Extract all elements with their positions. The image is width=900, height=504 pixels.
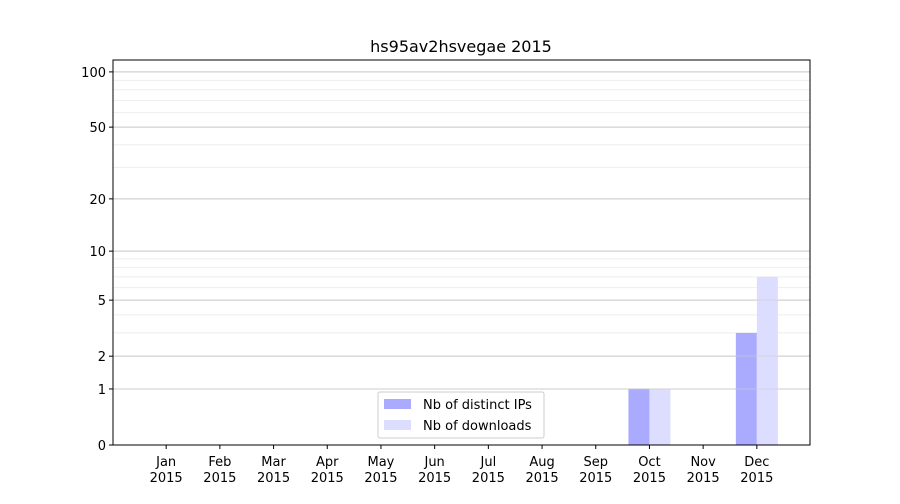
x-tick-label: 2015 [203,471,236,486]
legend: Nb of distinct IPs Nb of downloads [377,391,545,439]
x-tick-label: Nov [690,455,716,470]
y-tick-label: 20 [89,193,106,208]
y-tick-label: 0 [98,439,106,454]
x-tick-label: 2015 [364,471,397,486]
x-tick-label: Feb [208,455,231,470]
x-tick-label: 2015 [418,471,451,486]
y-tick-label: 1 [98,383,106,398]
x-tick-label: Aug [529,455,554,470]
x-tick-label: 2015 [740,471,773,486]
x-tick-label: Apr [316,455,339,470]
x-tick-label: Sep [583,455,608,470]
bar [756,276,778,445]
x-tick-label: Oct [638,455,660,470]
x-tick-label: Jun [423,455,444,470]
legend-box [377,391,545,439]
y-tick-label: 10 [89,245,106,260]
x-tick-label: Jul [480,455,497,470]
x-tick-label: 2015 [257,471,290,486]
x-tick-label: 2015 [150,471,183,486]
y-tick-label: 2 [98,350,106,365]
legend-swatch [384,420,411,430]
chart-title: hs95av2hsvegae 2015 [370,37,552,56]
x-tick-label: Mar [261,455,286,470]
legend-label: Nb of distinct IPs [423,398,532,413]
x-tick-label: Dec [744,455,769,470]
x-tick-label: 2015 [526,471,559,486]
x-tick-label: May [368,455,395,470]
x-tick-label: 2015 [687,471,720,486]
bar [649,388,671,445]
y-tick-label: 100 [81,66,106,81]
x-tick-label: 2015 [472,471,505,486]
x-tick-label: 2015 [633,471,666,486]
x-tick-label: 2015 [579,471,612,486]
plot-frame [112,59,811,446]
bar [628,388,650,445]
legend-swatch [384,399,411,409]
x-tick-label: Jan [155,455,176,470]
x-tick-label: 2015 [311,471,344,486]
legend-label: Nb of downloads [423,419,532,434]
y-tick-label: 50 [89,121,106,136]
y-tick-label: 5 [98,294,106,309]
